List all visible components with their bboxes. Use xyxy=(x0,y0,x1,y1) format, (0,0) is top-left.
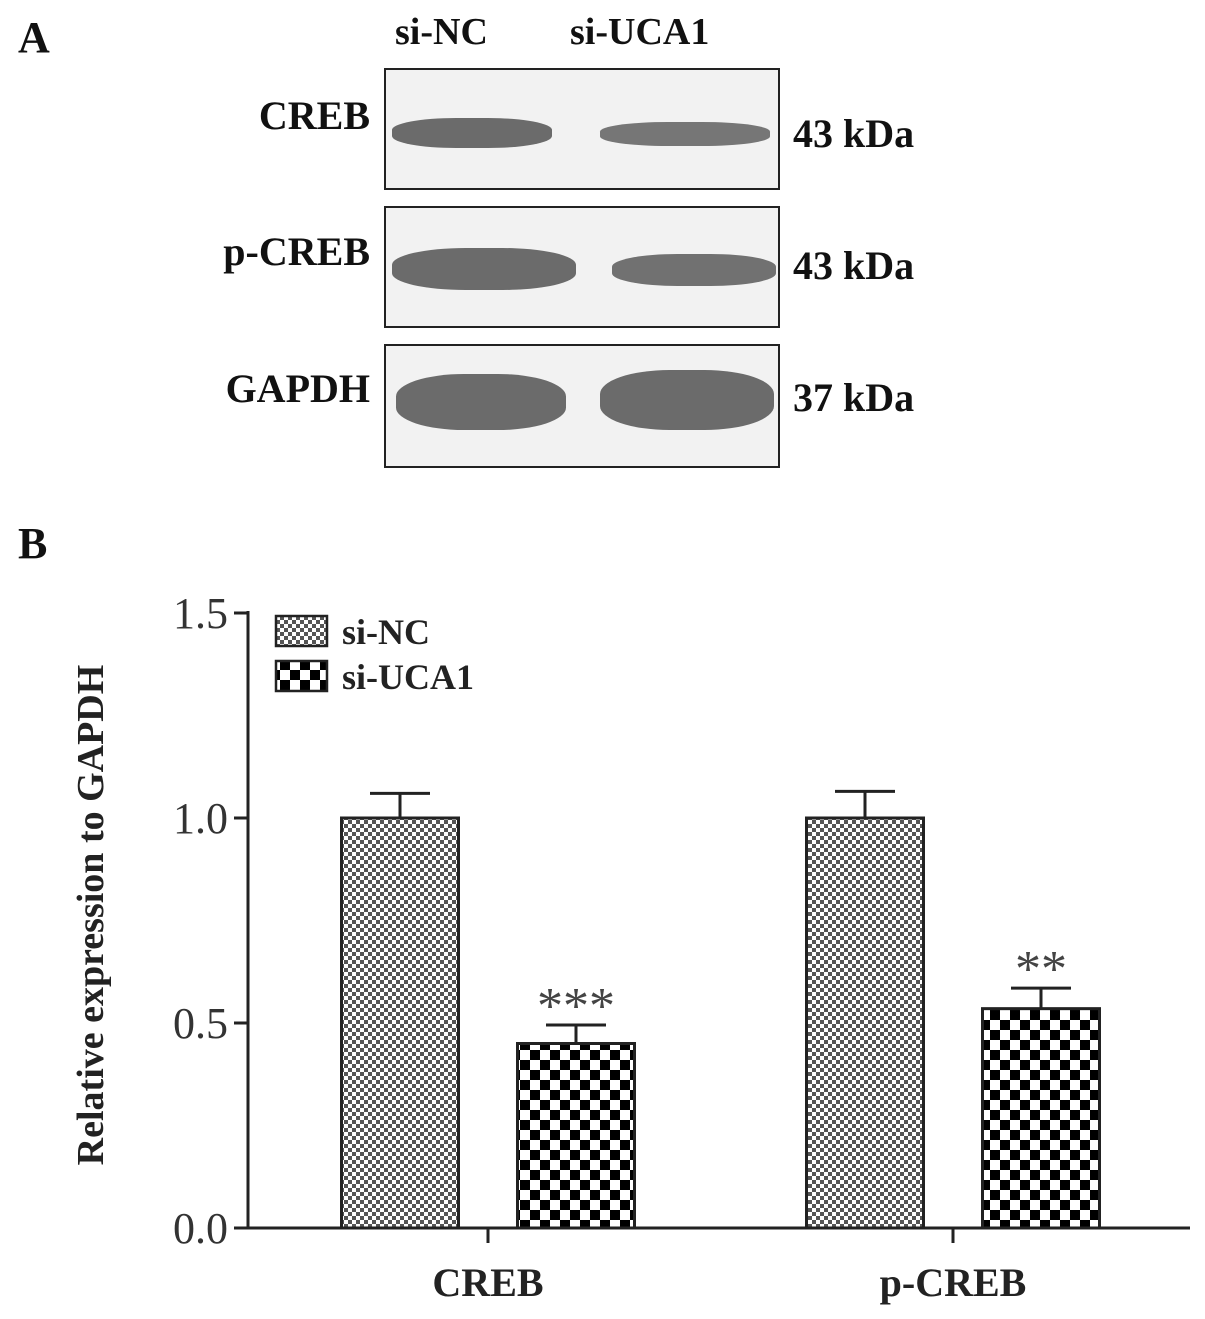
y-tick-label: 0.5 xyxy=(173,999,228,1048)
band-p-creb-si-nc xyxy=(392,248,576,290)
band-creb-si-uca1 xyxy=(600,122,770,146)
lane-label-si-uca1: si-UCA1 xyxy=(570,11,710,53)
protein-label-creb: CREB xyxy=(258,93,370,138)
protein-label-p-creb: p-CREB xyxy=(223,229,370,274)
blot-creb xyxy=(384,68,780,190)
band-gapdh-si-uca1 xyxy=(600,370,774,430)
lane-label-si-nc: si-NC xyxy=(395,11,488,53)
x-tick-label: CREB xyxy=(432,1260,543,1305)
panel-b-label: B xyxy=(18,519,48,568)
bar-si-NC-p-CREB xyxy=(805,816,925,1230)
blot-gapdh xyxy=(384,344,780,468)
legend-swatch-si-NC xyxy=(274,614,329,648)
bar-si-UCA1-p-CREB xyxy=(981,1007,1101,1230)
panel-a-label: A xyxy=(18,13,50,62)
significance-label: ** xyxy=(1015,941,1067,998)
kda-label-creb: 43 kDa xyxy=(793,111,915,156)
significance-label: *** xyxy=(537,978,615,1035)
band-creb-si-nc xyxy=(392,118,552,148)
band-p-creb-si-uca1 xyxy=(612,254,776,286)
legend-label: si-UCA1 xyxy=(342,657,474,697)
bar-si-NC-CREB xyxy=(340,816,460,1230)
legend-swatch-si-UCA1 xyxy=(274,659,329,693)
y-axis-label: Relative expression to GAPDH xyxy=(70,665,112,1166)
kda-label-p-creb: 43 kDa xyxy=(793,243,915,288)
kda-label-gapdh: 37 kDa xyxy=(793,375,915,420)
y-tick-label: 0.0 xyxy=(173,1204,228,1253)
legend-label: si-NC xyxy=(342,612,430,652)
x-tick-label: p-CREB xyxy=(880,1260,1027,1305)
y-tick-label: 1.5 xyxy=(173,589,228,638)
blot-p-creb xyxy=(384,206,780,328)
bar-si-UCA1-CREB xyxy=(516,1042,636,1230)
band-gapdh-si-nc xyxy=(396,374,566,430)
y-tick-label: 1.0 xyxy=(173,794,228,843)
protein-label-gapdh: GAPDH xyxy=(225,366,370,411)
